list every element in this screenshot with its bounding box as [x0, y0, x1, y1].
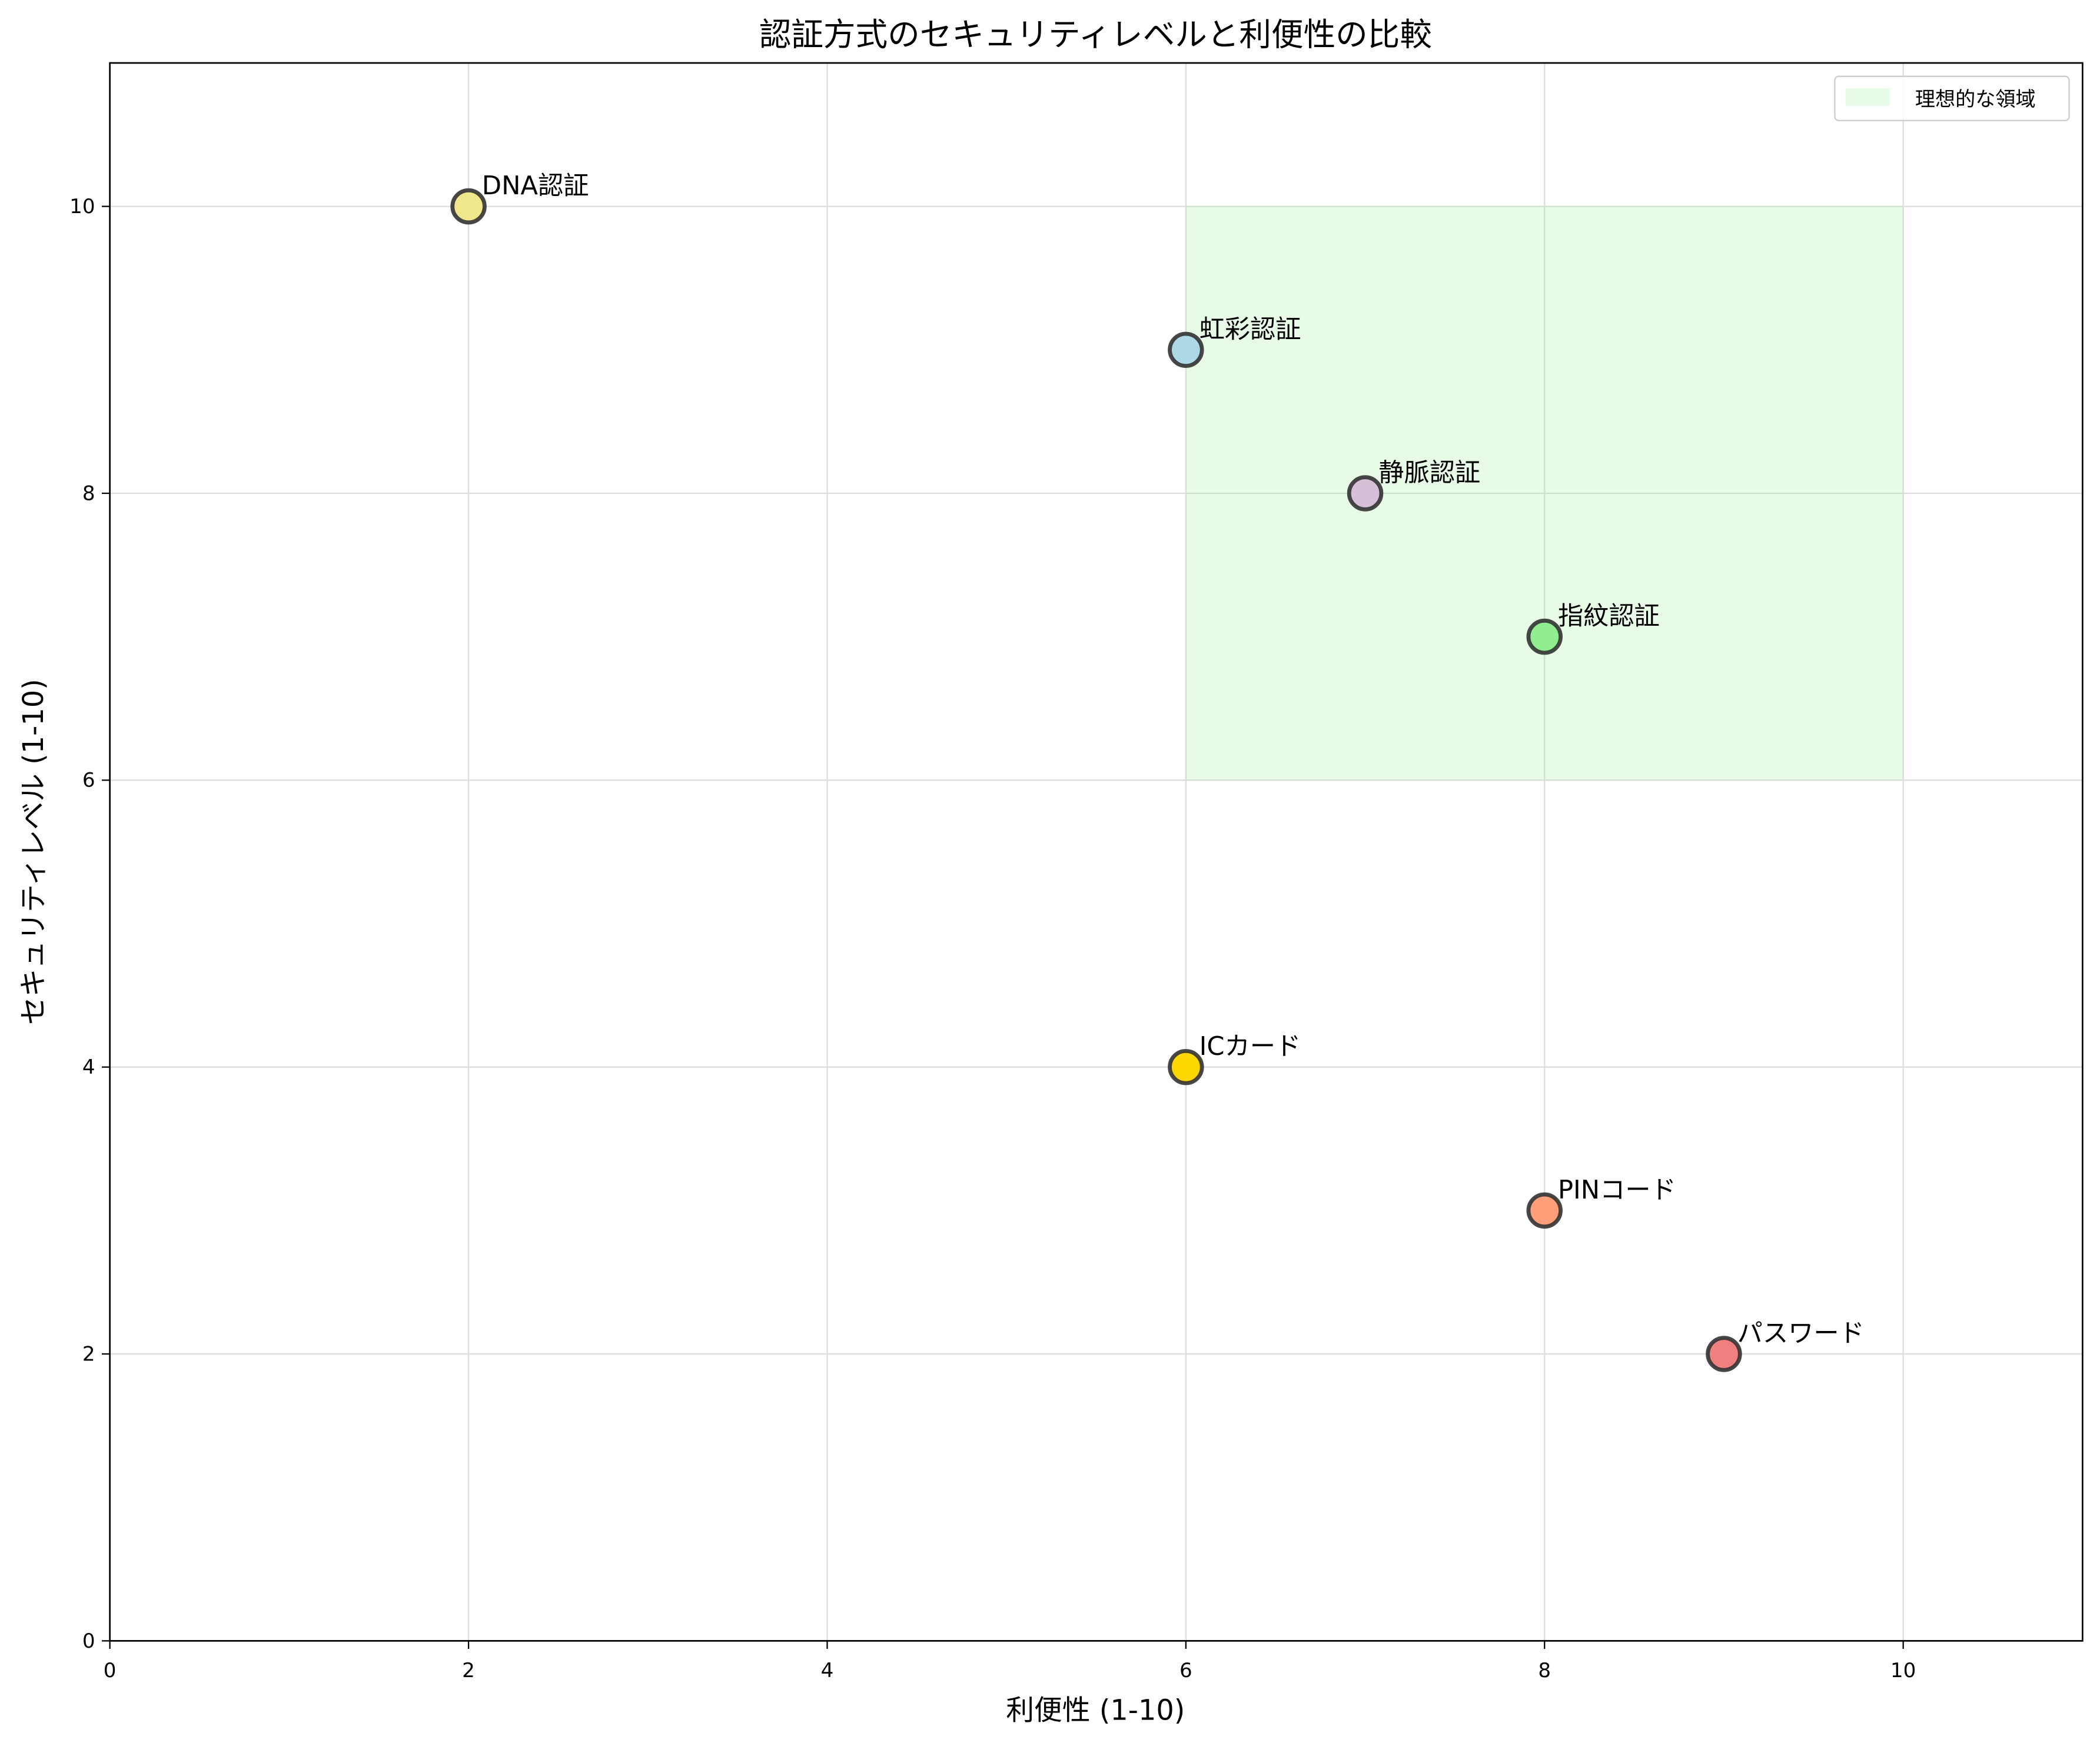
point: [1526, 1192, 1563, 1229]
y-tick-label: 0: [82, 1629, 95, 1653]
point-label: 指紋認証: [1558, 602, 1660, 631]
x-tick-label: 2: [462, 1659, 475, 1682]
point: [1706, 1336, 1742, 1372]
y-tick-label: 2: [82, 1342, 95, 1366]
y-tick-label: 6: [82, 769, 95, 792]
x-tick-label: 8: [1538, 1659, 1551, 1682]
point-label: 静脈認証: [1378, 458, 1480, 487]
x-tick-label: 4: [821, 1659, 834, 1682]
point: [1347, 475, 1384, 512]
point-label: ICカード: [1199, 1032, 1301, 1061]
point-label: 虹彩認証: [1199, 315, 1301, 344]
x-tick-label: 0: [104, 1659, 117, 1682]
point: [1526, 618, 1563, 655]
legend-swatch: [1845, 88, 1890, 106]
point-label: パスワード: [1737, 1319, 1865, 1349]
x-tick-label: 10: [1890, 1659, 1916, 1682]
legend-box: [1834, 75, 2070, 121]
point: [1168, 1048, 1204, 1086]
y-tick-label: 8: [82, 482, 95, 505]
x-tick-label: 6: [1179, 1659, 1192, 1682]
point: [450, 188, 487, 225]
point: [1168, 331, 1204, 369]
x-axis-label: 利便性 (1-10): [1006, 1695, 1185, 1727]
legend-label: 理想的な領域: [1915, 88, 2036, 111]
ideal-region: [1185, 206, 1903, 781]
chart-title: 認証方式のセキュリティレベルと利便性の比較: [759, 15, 1432, 53]
plot-frame: [109, 62, 2084, 1642]
point-label: PINコード: [1558, 1176, 1676, 1205]
y-tick-label: 10: [69, 195, 95, 218]
point-label: DNA認証: [482, 171, 589, 201]
y-axis-label: セキュリティレベル (1-10): [18, 679, 50, 1025]
y-tick-label: 4: [82, 1055, 95, 1079]
